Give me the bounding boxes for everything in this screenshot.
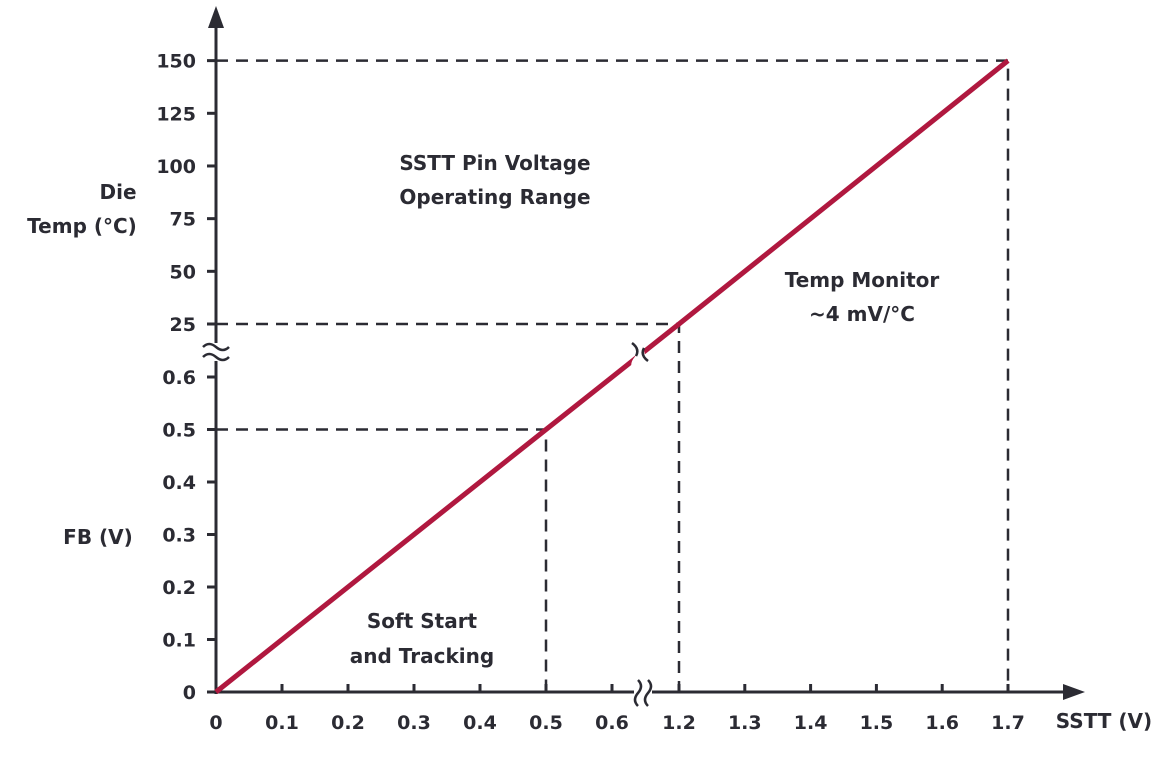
x-tick-label: 1.7 [991, 712, 1025, 734]
y-axis-break-icon [202, 342, 230, 362]
x-axis-arrow [1063, 684, 1085, 700]
y-tick-label: 0.5 [162, 420, 196, 442]
annotation-softstart-1: Soft Start [367, 609, 478, 633]
x-tick-label: 1.2 [662, 712, 696, 734]
x-tick-label: 1.3 [728, 712, 762, 734]
x-tick-label: 0.3 [397, 712, 431, 734]
y-tick-label: 125 [156, 103, 196, 125]
axes [202, 6, 1085, 707]
line-break-icon [631, 342, 649, 377]
y-tick-label: 50 [170, 261, 196, 283]
xlabel: SSTT (V) [1056, 709, 1152, 733]
series-line [214, 58, 1010, 694]
y-tick-label: 0.1 [162, 630, 196, 652]
x-tick-label: 0.2 [331, 712, 365, 734]
y-tick-label: 75 [170, 209, 196, 231]
ylabel-lower: FB (V) [63, 525, 133, 549]
x-tick-label: 1.6 [925, 712, 959, 734]
ylabel-upper-1: Die [99, 180, 136, 204]
y-tick-label: 0.2 [162, 577, 196, 599]
x-tick-label: 1.5 [860, 712, 894, 734]
x-tick-label: 0.4 [463, 712, 497, 734]
ticks: 0 0.1 0.2 0.3 0.4 0.5 0.6 1.2 1.3 1.4 1.5 1.6 1.7 0 0.… [156, 51, 1025, 734]
annotation-range-1: SSTT Pin Voltage [399, 151, 590, 175]
y-tick-label: 0.3 [162, 525, 196, 547]
x-tick-label: 0 [209, 712, 222, 734]
annotation-monitor-2: ~4 mV/°C [809, 302, 915, 326]
y-tick-label: 0.6 [162, 367, 196, 389]
x-axis-break-icon [633, 679, 653, 707]
annotation-softstart-2: and Tracking [350, 644, 494, 668]
y-tick-label: 0.4 [162, 472, 196, 494]
x-tick-label: 0.5 [529, 712, 563, 734]
y-axis-arrow [208, 6, 224, 28]
x-tick-label: 0.1 [265, 712, 299, 734]
x-tick-label: 0.6 [595, 712, 629, 734]
y-tick-label: 0 [183, 682, 196, 704]
annotation-range-2: Operating Range [399, 185, 590, 209]
x-tick-label: 1.4 [794, 712, 828, 734]
annotation-monitor-1: Temp Monitor [785, 268, 940, 292]
ylabel-upper-2: Temp (°C) [27, 214, 137, 238]
y-tick-label: 100 [156, 156, 196, 178]
y-tick-label: 25 [170, 314, 196, 336]
y-tick-label: 150 [156, 51, 196, 73]
